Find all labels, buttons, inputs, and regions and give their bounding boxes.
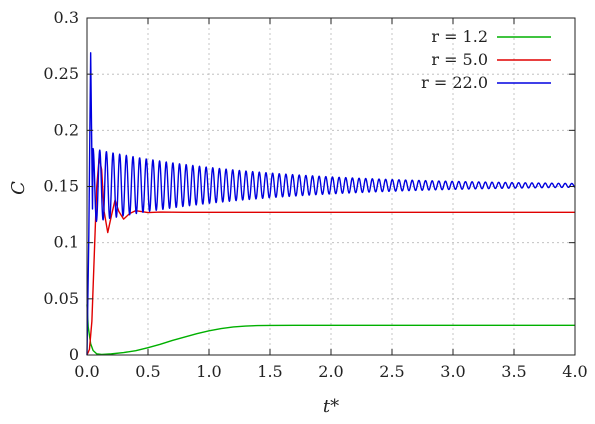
y-axis-label: C bbox=[8, 181, 29, 195]
x-tick-label: 3.5 bbox=[501, 362, 526, 381]
legend: r = 1.2 r = 5.0 r = 22.0 bbox=[421, 27, 551, 92]
legend-label: r = 5.0 bbox=[431, 50, 488, 69]
x-axis-label: t* bbox=[323, 396, 339, 417]
y-tick-labels: 0 0.05 0.1 0.15 0.2 0.25 0.3 bbox=[43, 8, 79, 364]
x-tick-labels: 0.0 0.5 1.0 1.5 2.0 2.5 3.0 3.5 4.0 bbox=[74, 362, 587, 381]
x-tick-label: 3.0 bbox=[440, 362, 465, 381]
y-tick-label: 0.15 bbox=[43, 177, 79, 196]
x-tick-label: 1.5 bbox=[257, 362, 282, 381]
x-tick-label: 0.0 bbox=[74, 362, 99, 381]
x-tick-label: 4.0 bbox=[562, 362, 587, 381]
series-line-2 bbox=[86, 156, 575, 356]
y-tick-label: 0.25 bbox=[43, 64, 79, 83]
x-tick-label: 2.0 bbox=[318, 362, 343, 381]
y-tick-label: 0.2 bbox=[54, 120, 79, 139]
legend-label: r = 22.0 bbox=[421, 73, 488, 92]
series-line-3 bbox=[86, 52, 576, 356]
y-tick-label: 0.1 bbox=[54, 233, 79, 252]
x-tick-label: 0.5 bbox=[135, 362, 160, 381]
y-tick-label: 0.3 bbox=[54, 8, 79, 27]
x-tick-label: 2.5 bbox=[379, 362, 404, 381]
series-layer bbox=[86, 52, 576, 356]
axis-ticks bbox=[86, 17, 576, 356]
y-tick-label: 0.05 bbox=[43, 289, 79, 308]
series-line-1 bbox=[86, 304, 575, 356]
legend-label: r = 1.2 bbox=[431, 27, 488, 46]
y-tick-label: 0 bbox=[69, 345, 79, 364]
x-tick-label: 1.0 bbox=[196, 362, 221, 381]
